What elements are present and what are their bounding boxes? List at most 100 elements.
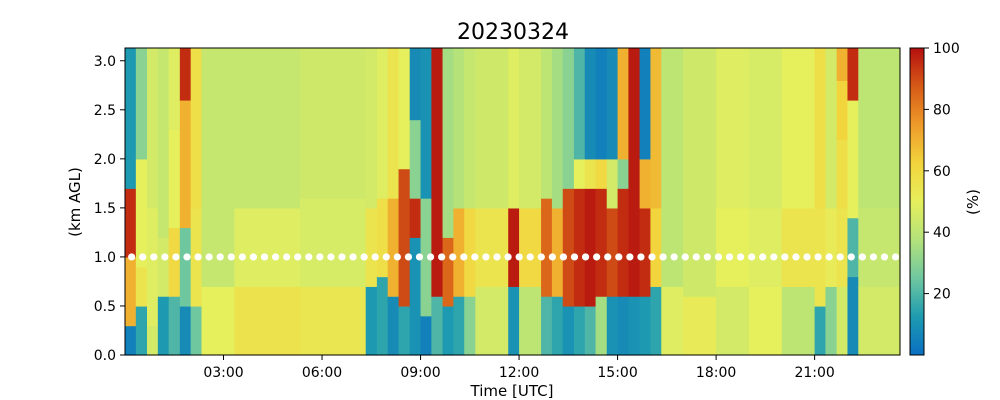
heatmap-cell xyxy=(858,48,901,209)
heatmap-cell xyxy=(475,207,509,287)
heatmap-cell xyxy=(453,48,465,209)
heatmap-cell xyxy=(606,207,619,297)
heatmap-cell xyxy=(716,48,750,209)
heatmap-cell xyxy=(168,129,181,229)
colorbar-tick-label: 20 xyxy=(933,287,951,303)
heatmap-cell xyxy=(650,286,662,356)
marker-dot xyxy=(814,253,822,261)
heatmap-cell xyxy=(551,48,564,209)
heatmap-cell xyxy=(508,286,520,356)
y-axis: 0.0 0.5 1.0 1.5 2.0 2.5 3.0 xyxy=(94,54,125,364)
marker-dot xyxy=(249,253,258,261)
heatmap-cell xyxy=(639,296,652,356)
heatmap-cell xyxy=(376,276,389,356)
heatmap-cell xyxy=(573,48,586,160)
marker-dot xyxy=(360,253,368,261)
marker-dot xyxy=(493,253,501,261)
marker-dot xyxy=(559,253,568,261)
heatmap-cell xyxy=(179,227,192,307)
heatmap-cell xyxy=(606,158,619,209)
heatmap-cell xyxy=(398,168,411,307)
marker-dot xyxy=(781,253,789,261)
heatmap-cell xyxy=(541,198,553,297)
marker-dot xyxy=(825,253,833,261)
chart-title: 20230324 xyxy=(457,20,569,45)
heatmap-cell xyxy=(595,158,608,189)
marker-dot xyxy=(449,253,457,261)
heatmap-cell xyxy=(300,48,367,199)
heatmap-cell xyxy=(781,48,816,209)
heatmap-cell xyxy=(442,305,454,356)
heatmap-cell xyxy=(584,305,597,356)
heatmap-cell xyxy=(387,198,400,297)
heatmap-cell xyxy=(847,217,859,278)
heatmap-cell xyxy=(376,198,389,278)
marker-dot xyxy=(349,253,357,261)
heatmap-cell xyxy=(825,48,838,209)
heatmap-cell xyxy=(398,48,411,170)
marker-dot xyxy=(338,253,346,261)
heatmap-cell xyxy=(825,207,838,287)
heatmap-cell xyxy=(201,286,235,356)
marker-dot xyxy=(205,253,213,261)
heatmap-cell xyxy=(508,207,520,287)
heatmap-cell xyxy=(541,296,553,356)
heatmap-cell xyxy=(836,207,849,287)
marker-dot xyxy=(604,253,612,261)
heatmap-cell xyxy=(365,286,378,356)
x-axis: 03:00 06:00 09:00 12:00 15:00 18:00 21:00 xyxy=(203,355,835,381)
marker-dot xyxy=(415,253,424,261)
heatmap-cell xyxy=(584,48,597,160)
heatmap-cell xyxy=(573,188,586,307)
heatmap-cell xyxy=(683,48,717,297)
heatmap-cell xyxy=(814,305,827,356)
heatmap-cell xyxy=(650,48,662,209)
marker-dot xyxy=(748,253,756,261)
heatmap-area xyxy=(125,48,901,356)
heatmap-cell xyxy=(365,48,378,209)
heatmap-cell xyxy=(475,48,509,209)
marker-dot xyxy=(238,253,246,261)
heatmap-cell xyxy=(168,296,181,356)
heatmap-cell xyxy=(409,48,422,121)
heatmap-cell xyxy=(157,48,170,238)
heatmap-cell xyxy=(836,48,849,81)
heatmap-cell xyxy=(847,48,859,101)
heatmap-cell xyxy=(234,48,301,209)
heatmap-cell xyxy=(201,48,235,287)
heatmap-cell xyxy=(519,286,542,356)
marker-dot xyxy=(670,253,678,261)
heatmap-cell xyxy=(190,305,203,356)
heatmap-cell xyxy=(135,266,148,307)
heatmap-cell xyxy=(125,325,137,356)
marker-dot xyxy=(172,253,180,261)
heatmap-cell xyxy=(683,296,717,356)
x-tick-label: 18:00 xyxy=(696,365,736,381)
marker-dot xyxy=(316,253,324,261)
heatmap-cell xyxy=(573,158,586,189)
heatmap-cell xyxy=(541,48,553,199)
heatmap-cell xyxy=(562,48,575,189)
heatmap-cell xyxy=(464,48,476,209)
heatmap-cell xyxy=(617,48,630,160)
heatmap-cell xyxy=(453,296,465,356)
heatmap-cell xyxy=(125,48,137,189)
marker-dot xyxy=(216,253,224,261)
marker-dot xyxy=(880,253,889,261)
heatmap-cell xyxy=(628,48,641,170)
heatmap-cell xyxy=(409,119,422,199)
marker-dot xyxy=(803,253,811,261)
marker-dot xyxy=(294,253,302,261)
heatmap-cell xyxy=(639,207,652,297)
y-tick-label: 1.5 xyxy=(94,201,116,217)
heatmap-cell xyxy=(168,48,181,131)
heatmap-cell xyxy=(584,158,597,189)
marker-dot xyxy=(703,253,711,261)
heatmap-cell xyxy=(858,207,901,287)
marker-dot xyxy=(227,253,235,261)
marker-dot xyxy=(891,253,900,261)
marker-dot xyxy=(404,253,413,261)
marker-dot xyxy=(504,253,512,261)
marker-dot xyxy=(692,253,700,261)
marker-dot xyxy=(128,253,136,261)
